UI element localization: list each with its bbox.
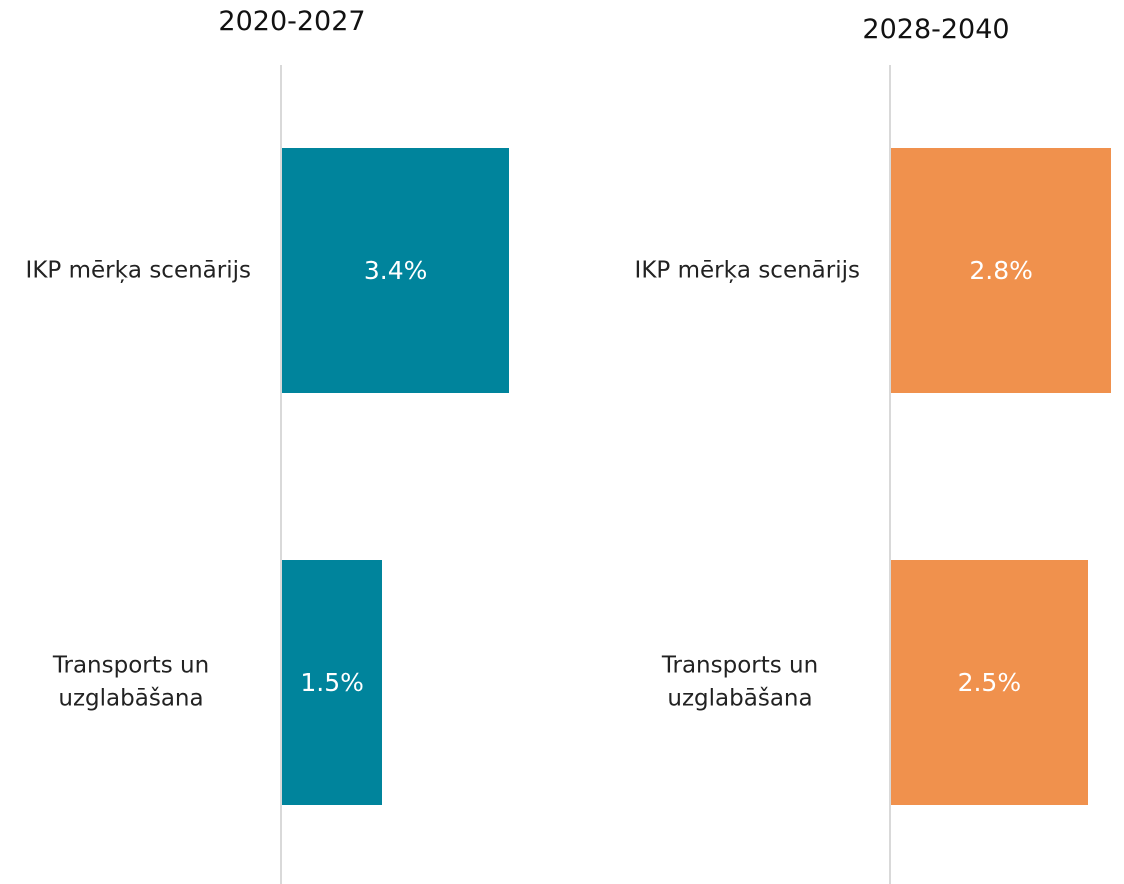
- value-label: 3.4%: [363, 256, 428, 285]
- bar: 2.8%: [891, 148, 1112, 393]
- value-label: 1.5%: [300, 668, 364, 697]
- bar: 3.4%: [282, 148, 510, 393]
- value-label: 2.8%: [969, 256, 1033, 285]
- bar: 2.5%: [891, 560, 1088, 805]
- category-label: IKP mērķa scenārijs: [634, 256, 860, 283]
- axis-line: [889, 65, 891, 884]
- value-label: 2.5%: [957, 668, 1022, 697]
- chart-title: 2028-2040: [862, 14, 1010, 45]
- category-label: Transports un uzglabāšana: [52, 652, 210, 712]
- axis-line: [280, 65, 282, 884]
- category-label: Transports un uzglabāšana: [661, 652, 819, 712]
- chart-title: 2020-2027: [218, 6, 366, 37]
- bar: 1.5%: [282, 560, 383, 805]
- category-label: IKP mērķa scenārijs: [25, 256, 251, 283]
